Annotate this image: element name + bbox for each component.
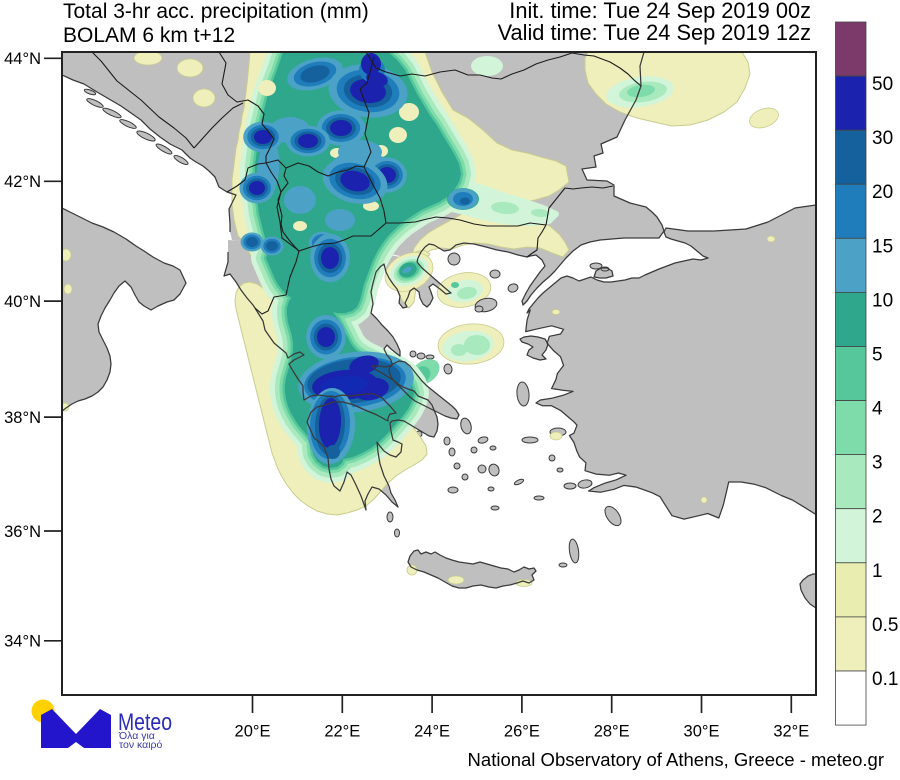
- svg-text:24°E: 24°E: [414, 723, 450, 741]
- svg-text:40°N: 40°N: [4, 293, 41, 311]
- svg-text:5: 5: [872, 345, 883, 366]
- svg-text:22°E: 22°E: [324, 723, 360, 741]
- svg-text:26°E: 26°E: [504, 723, 540, 741]
- svg-text:50: 50: [872, 74, 893, 95]
- svg-text:32°E: 32°E: [773, 723, 809, 741]
- svg-text:Meteo: Meteo: [118, 709, 172, 736]
- svg-text:1: 1: [872, 561, 883, 582]
- svg-text:38°N: 38°N: [4, 409, 41, 427]
- svg-text:3: 3: [872, 453, 883, 474]
- svg-text:0.5: 0.5: [872, 615, 898, 636]
- svg-text:2: 2: [872, 507, 883, 528]
- svg-text:τον καιρό: τον καιρό: [119, 739, 163, 751]
- svg-text:36°N: 36°N: [4, 523, 41, 541]
- svg-text:10: 10: [872, 290, 893, 311]
- svg-text:44°N: 44°N: [4, 50, 41, 68]
- svg-text:42°N: 42°N: [4, 173, 41, 191]
- svg-text:4: 4: [872, 399, 883, 420]
- svg-text:30°E: 30°E: [684, 723, 720, 741]
- svg-text:28°E: 28°E: [594, 723, 630, 741]
- svg-text:20: 20: [872, 182, 893, 203]
- svg-text:Όλα για: Όλα για: [118, 730, 155, 742]
- svg-text:0.1: 0.1: [872, 669, 898, 690]
- svg-text:20°E: 20°E: [235, 723, 271, 741]
- svg-text:30: 30: [872, 128, 893, 149]
- svg-text:15: 15: [872, 236, 893, 257]
- svg-text:34°N: 34°N: [4, 633, 41, 651]
